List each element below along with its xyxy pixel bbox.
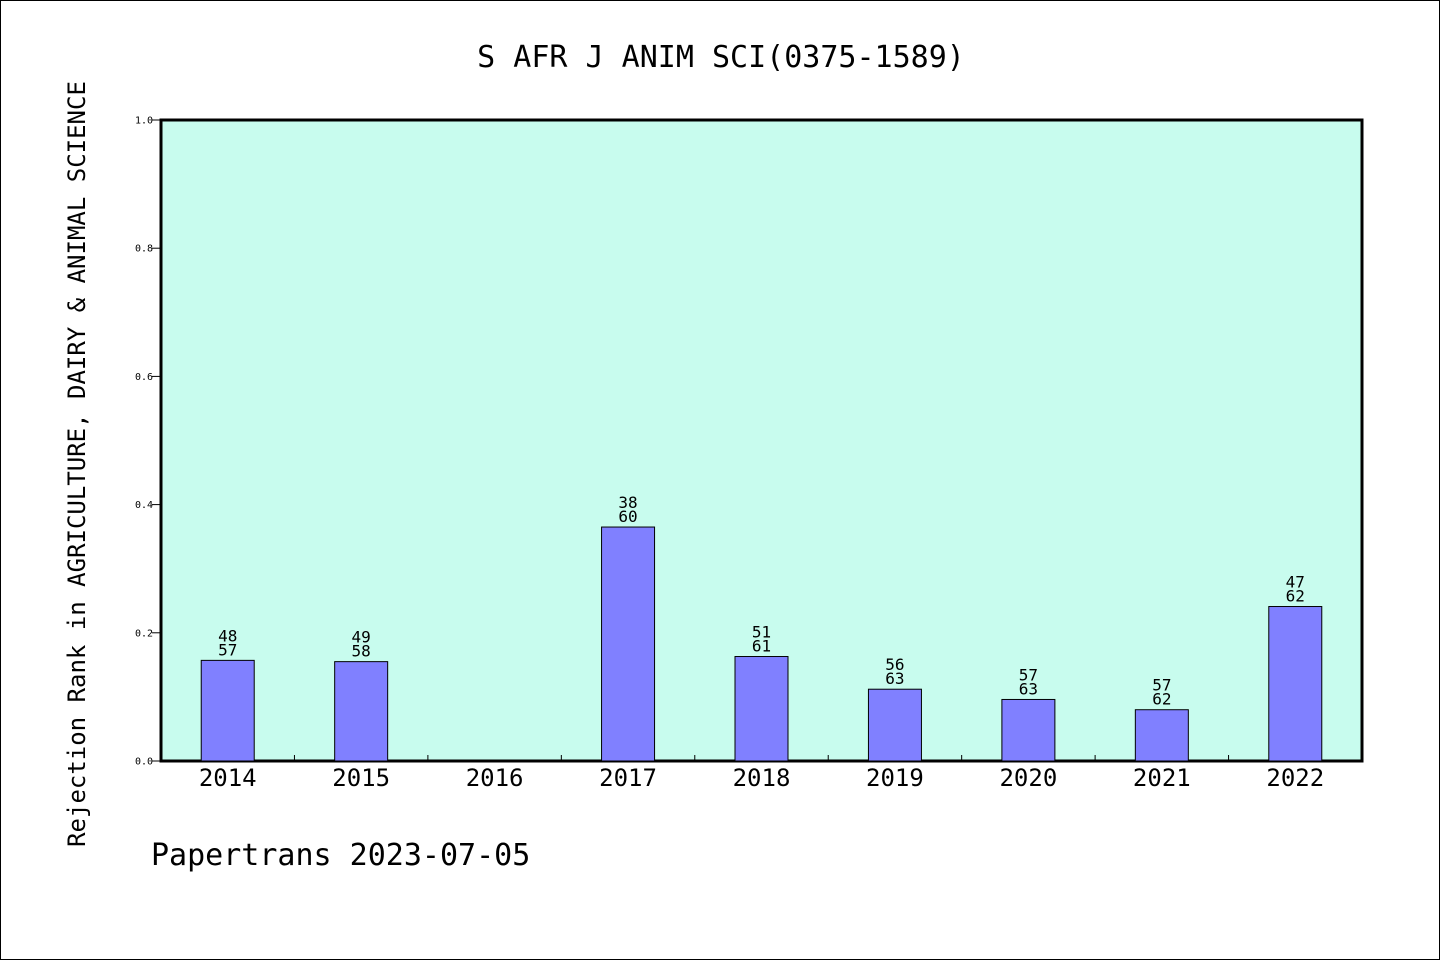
total-label: 63 xyxy=(1019,679,1038,698)
bar-2017 xyxy=(601,526,656,762)
x-tick-label: 2022 xyxy=(1266,764,1324,792)
total-label: 62 xyxy=(1152,690,1171,709)
y-tick-label: 0.6 xyxy=(135,372,153,383)
x-tick-label: 2016 xyxy=(466,764,524,792)
total-label: 58 xyxy=(352,642,371,661)
rank-label: 56 xyxy=(885,655,904,674)
x-tick-label: 2015 xyxy=(332,764,390,792)
bar-2018 xyxy=(734,656,789,762)
rank-label: 49 xyxy=(352,628,371,647)
rank-label: 47 xyxy=(1286,573,1305,592)
bar-2021 xyxy=(1134,709,1189,762)
total-label: 62 xyxy=(1286,587,1305,606)
x-axis-ticks: 2014 2015 2016 2017 2018 2019 2020 2021 2022 xyxy=(199,755,1324,792)
rank-label: 38 xyxy=(618,493,637,512)
y-tick-label: 0.4 xyxy=(135,500,153,511)
x-tick-label: 2020 xyxy=(999,764,1057,792)
bar-2014 xyxy=(200,659,255,762)
bar-2019 xyxy=(867,688,922,762)
y-tick-label: 0.0 xyxy=(135,757,153,768)
total-label: 63 xyxy=(885,669,904,688)
x-tick-label: 2018 xyxy=(733,764,791,792)
bar-2022 xyxy=(1268,606,1323,762)
x-tick-label: 2014 xyxy=(199,764,257,792)
total-label: 57 xyxy=(218,640,237,659)
rank-label: 51 xyxy=(752,623,771,642)
bar-2020 xyxy=(1001,698,1056,762)
total-label: 60 xyxy=(618,507,637,526)
y-axis-label: Rejection Rank in AGRICULTURE, DAIRY & A… xyxy=(63,81,91,847)
total-label: 61 xyxy=(752,637,771,656)
y-axis-ticks: 0.0 0.2 0.4 0.6 0.8 1.0 xyxy=(135,116,161,768)
rank-label: 57 xyxy=(1019,665,1038,684)
x-tick-label: 2019 xyxy=(866,764,924,792)
footer-text: Papertrans 2023-07-05 xyxy=(151,838,530,873)
bars xyxy=(200,526,1323,762)
bar-2015 xyxy=(334,661,389,762)
x-tick-label: 2021 xyxy=(1133,764,1191,792)
plot-area xyxy=(159,118,1364,763)
chart-title: S AFR J ANIM SCI(0375-1589) xyxy=(477,40,965,75)
x-tick-label: 2017 xyxy=(599,764,657,792)
rank-label: 48 xyxy=(218,626,237,645)
y-tick-label: 0.2 xyxy=(135,628,153,639)
y-tick-label: 1.0 xyxy=(135,116,153,127)
rank-label: 57 xyxy=(1152,676,1171,695)
y-tick-label: 0.8 xyxy=(135,244,153,255)
